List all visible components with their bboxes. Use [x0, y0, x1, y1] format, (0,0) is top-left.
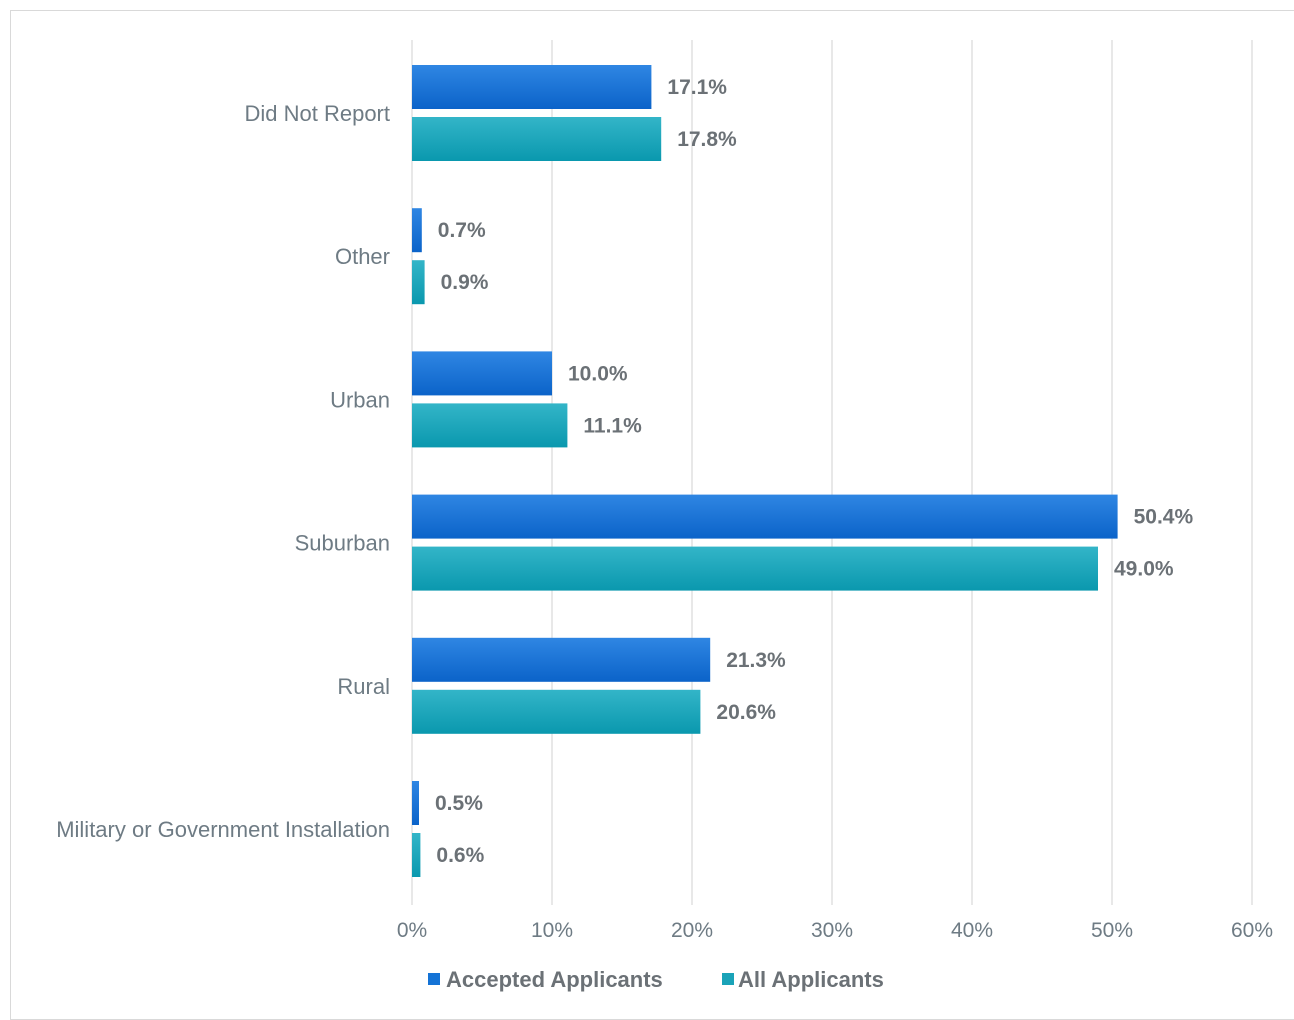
data-label: 50.4% [1134, 506, 1194, 529]
data-label: 11.1% [583, 414, 642, 437]
category-label: Rural [337, 674, 390, 699]
gridlines [411, 40, 1253, 905]
bar [412, 117, 662, 161]
x-axis-tick-labels: 0% 10% 20% 30% 40% 50% 60% [397, 919, 1273, 942]
category-label: Military or Government Installation [56, 817, 390, 842]
data-label: 10.0% [568, 362, 628, 385]
category-label: Urban [330, 387, 390, 412]
legend-swatch [722, 973, 734, 985]
bar [412, 65, 652, 109]
bar [412, 494, 1118, 539]
bar [412, 781, 419, 825]
data-label: 0.7% [438, 219, 486, 242]
legend-label: All Applicants [738, 967, 884, 992]
bar [412, 689, 701, 734]
bar [412, 637, 711, 682]
category-labels: Did Not Report Other Urban Suburban Rural Mil… [56, 101, 390, 842]
x-tick-label: 50% [1091, 919, 1133, 942]
x-tick-label: 60% [1231, 919, 1273, 942]
legend-label: Accepted Applicants [446, 967, 663, 992]
data-label: 0.5% [435, 792, 483, 815]
bar [412, 403, 568, 448]
bar [412, 351, 552, 396]
category-label: Did Not Report [244, 101, 390, 126]
bar [412, 546, 1098, 591]
bar [412, 208, 422, 253]
data-label: 20.6% [716, 701, 776, 724]
bars: 17.1% 17.8% 0.7% 0.9% 10.0% 11.1% 50.4% 49.0% 21… [412, 65, 1193, 877]
bar [412, 260, 425, 305]
x-tick-label: 10% [531, 919, 573, 942]
data-label: 0.9% [441, 271, 489, 294]
category-label: Other [335, 244, 390, 269]
data-label: 21.3% [726, 649, 786, 672]
x-tick-label: 0% [397, 919, 427, 942]
category-label: Suburban [295, 531, 390, 556]
data-label: 0.6% [436, 844, 484, 867]
x-tick-label: 30% [811, 919, 853, 942]
x-tick-label: 20% [671, 919, 713, 942]
data-label: 17.8% [677, 128, 737, 151]
x-tick-label: 40% [951, 919, 993, 942]
data-label: 17.1% [667, 76, 727, 99]
legend: Accepted Applicants All Applicants [428, 967, 884, 992]
data-label: 49.0% [1114, 558, 1174, 581]
legend-swatch [428, 973, 440, 985]
bar [412, 833, 421, 877]
